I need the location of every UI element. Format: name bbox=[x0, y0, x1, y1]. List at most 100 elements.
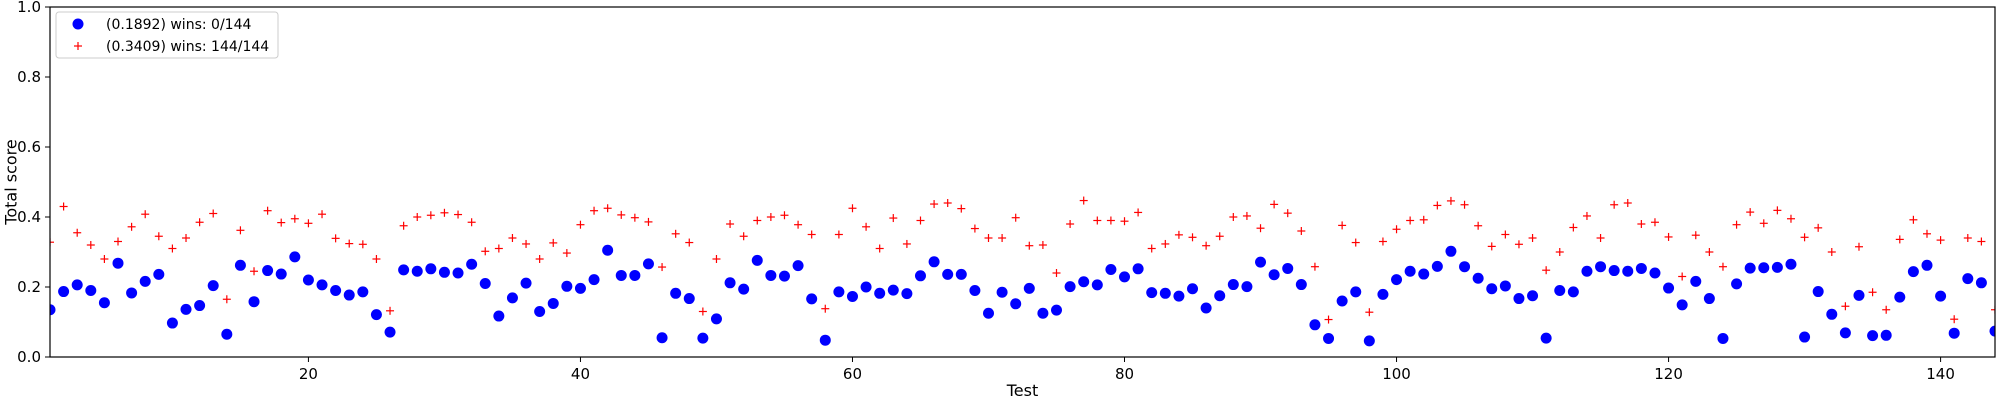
data-point-red-plus bbox=[1161, 239, 1170, 248]
data-point-blue-circle bbox=[1146, 287, 1158, 299]
data-marks bbox=[50, 196, 1995, 347]
data-point-blue-circle bbox=[969, 285, 981, 296]
data-point-red-plus bbox=[834, 230, 843, 239]
data-point-blue-circle bbox=[452, 267, 464, 279]
data-point-blue-circle bbox=[1867, 330, 1879, 342]
data-point-red-plus bbox=[1106, 216, 1115, 225]
data-point-red-plus bbox=[535, 255, 544, 263]
data-point-blue-circle bbox=[302, 274, 314, 286]
data-point-red-plus bbox=[1474, 221, 1483, 230]
y-tick-label: 1.0 bbox=[17, 0, 41, 16]
data-point-red-plus bbox=[1392, 225, 1401, 234]
data-point-blue-circle bbox=[520, 277, 532, 289]
data-point-red-plus bbox=[1555, 248, 1564, 256]
data-point-blue-circle bbox=[860, 281, 872, 293]
x-axis-title: Test bbox=[1006, 381, 1039, 400]
data-point-blue-circle bbox=[1391, 274, 1403, 286]
data-point-red-plus bbox=[263, 206, 272, 215]
data-point-red-plus bbox=[766, 213, 775, 221]
data-point-red-plus bbox=[889, 214, 898, 223]
data-point-blue-circle bbox=[833, 286, 845, 298]
data-point-blue-circle bbox=[724, 277, 736, 289]
data-point-red-plus bbox=[413, 213, 422, 221]
data-point-red-plus bbox=[1528, 234, 1537, 242]
data-point-red-plus bbox=[712, 255, 721, 263]
data-point-red-plus bbox=[386, 306, 395, 315]
data-point-blue-circle bbox=[670, 287, 682, 299]
data-point-blue-circle bbox=[901, 288, 913, 300]
data-point-red-plus bbox=[1922, 229, 1931, 238]
data-point-red-plus bbox=[1134, 208, 1143, 217]
data-point-red-plus bbox=[1487, 242, 1496, 251]
data-point-red-plus bbox=[603, 204, 612, 213]
data-point-blue-circle bbox=[629, 269, 641, 281]
data-point-blue-circle bbox=[85, 285, 97, 296]
data-point-red-plus bbox=[590, 206, 599, 215]
data-point-blue-circle bbox=[1826, 308, 1838, 320]
data-point-red-plus bbox=[1977, 237, 1986, 246]
data-point-blue-circle bbox=[248, 296, 260, 308]
data-point-red-plus bbox=[1827, 248, 1836, 256]
data-point-blue-circle bbox=[425, 263, 437, 275]
data-point-red-plus bbox=[1351, 238, 1360, 247]
data-point-red-plus bbox=[1991, 305, 1995, 314]
data-point-red-plus bbox=[154, 232, 163, 241]
data-point-blue-circle bbox=[955, 268, 967, 280]
data-point-blue-circle bbox=[914, 270, 926, 282]
legend-entry-blue: (0.1892) wins: 0/144 bbox=[106, 17, 251, 33]
data-point-red-plus bbox=[726, 220, 735, 228]
data-point-blue-circle bbox=[1513, 293, 1525, 305]
data-point-blue-circle bbox=[1676, 299, 1688, 311]
data-point-red-plus bbox=[209, 209, 218, 218]
data-point-red-plus bbox=[698, 307, 707, 316]
data-point-red-plus bbox=[1786, 214, 1795, 223]
data-point-blue-circle bbox=[506, 292, 518, 304]
data-point-red-plus bbox=[1202, 241, 1211, 250]
data-point-blue-circle bbox=[1132, 263, 1144, 275]
data-point-blue-circle bbox=[1295, 279, 1307, 291]
data-point-red-plus bbox=[114, 237, 123, 246]
data-point-red-plus bbox=[1256, 224, 1265, 233]
data-point-blue-circle bbox=[710, 313, 722, 325]
data-point-blue-circle bbox=[942, 268, 954, 280]
data-point-red-plus bbox=[1868, 288, 1877, 297]
y-tick-label: 0.4 bbox=[17, 208, 41, 226]
data-point-red-plus bbox=[1365, 308, 1374, 317]
data-point-red-plus bbox=[998, 234, 1007, 242]
data-point-blue-circle bbox=[71, 279, 83, 291]
data-point-red-plus bbox=[753, 216, 762, 225]
data-point-blue-circle bbox=[656, 332, 668, 344]
data-point-blue-circle bbox=[1241, 281, 1253, 293]
data-point-red-plus bbox=[1460, 200, 1469, 209]
data-point-blue-circle bbox=[1540, 332, 1552, 344]
x-tick-label: 20 bbox=[299, 365, 318, 383]
y-tick-label: 0.6 bbox=[17, 138, 41, 156]
data-point-blue-circle bbox=[1744, 262, 1756, 274]
data-point-blue-circle bbox=[561, 280, 573, 292]
data-point-red-plus bbox=[1582, 211, 1591, 220]
data-point-blue-circle bbox=[1404, 265, 1416, 277]
data-point-red-plus bbox=[1895, 235, 1904, 244]
data-point-red-plus bbox=[358, 240, 367, 249]
data-point-red-plus bbox=[222, 295, 231, 304]
data-point-red-plus bbox=[576, 220, 585, 229]
data-point-blue-circle bbox=[819, 334, 831, 346]
data-point-red-plus bbox=[1501, 230, 1510, 239]
data-point-blue-circle bbox=[1350, 286, 1362, 298]
data-point-blue-circle bbox=[547, 297, 559, 309]
data-point-red-plus bbox=[304, 219, 313, 228]
data-point-red-plus bbox=[1215, 232, 1224, 241]
data-point-blue-circle bbox=[1839, 327, 1851, 339]
data-point-red-plus bbox=[1120, 217, 1129, 226]
data-point-red-plus bbox=[1514, 240, 1523, 249]
data-point-blue-circle bbox=[1418, 268, 1430, 280]
data-point-blue-circle bbox=[534, 306, 546, 317]
data-point-blue-circle bbox=[792, 260, 804, 272]
data-point-blue-circle bbox=[493, 310, 505, 322]
data-point-red-plus bbox=[848, 204, 857, 213]
data-point-red-plus bbox=[1800, 233, 1809, 242]
data-point-blue-circle bbox=[166, 317, 178, 329]
data-point-red-plus bbox=[821, 304, 830, 313]
x-tick-label: 100 bbox=[1382, 365, 1411, 383]
